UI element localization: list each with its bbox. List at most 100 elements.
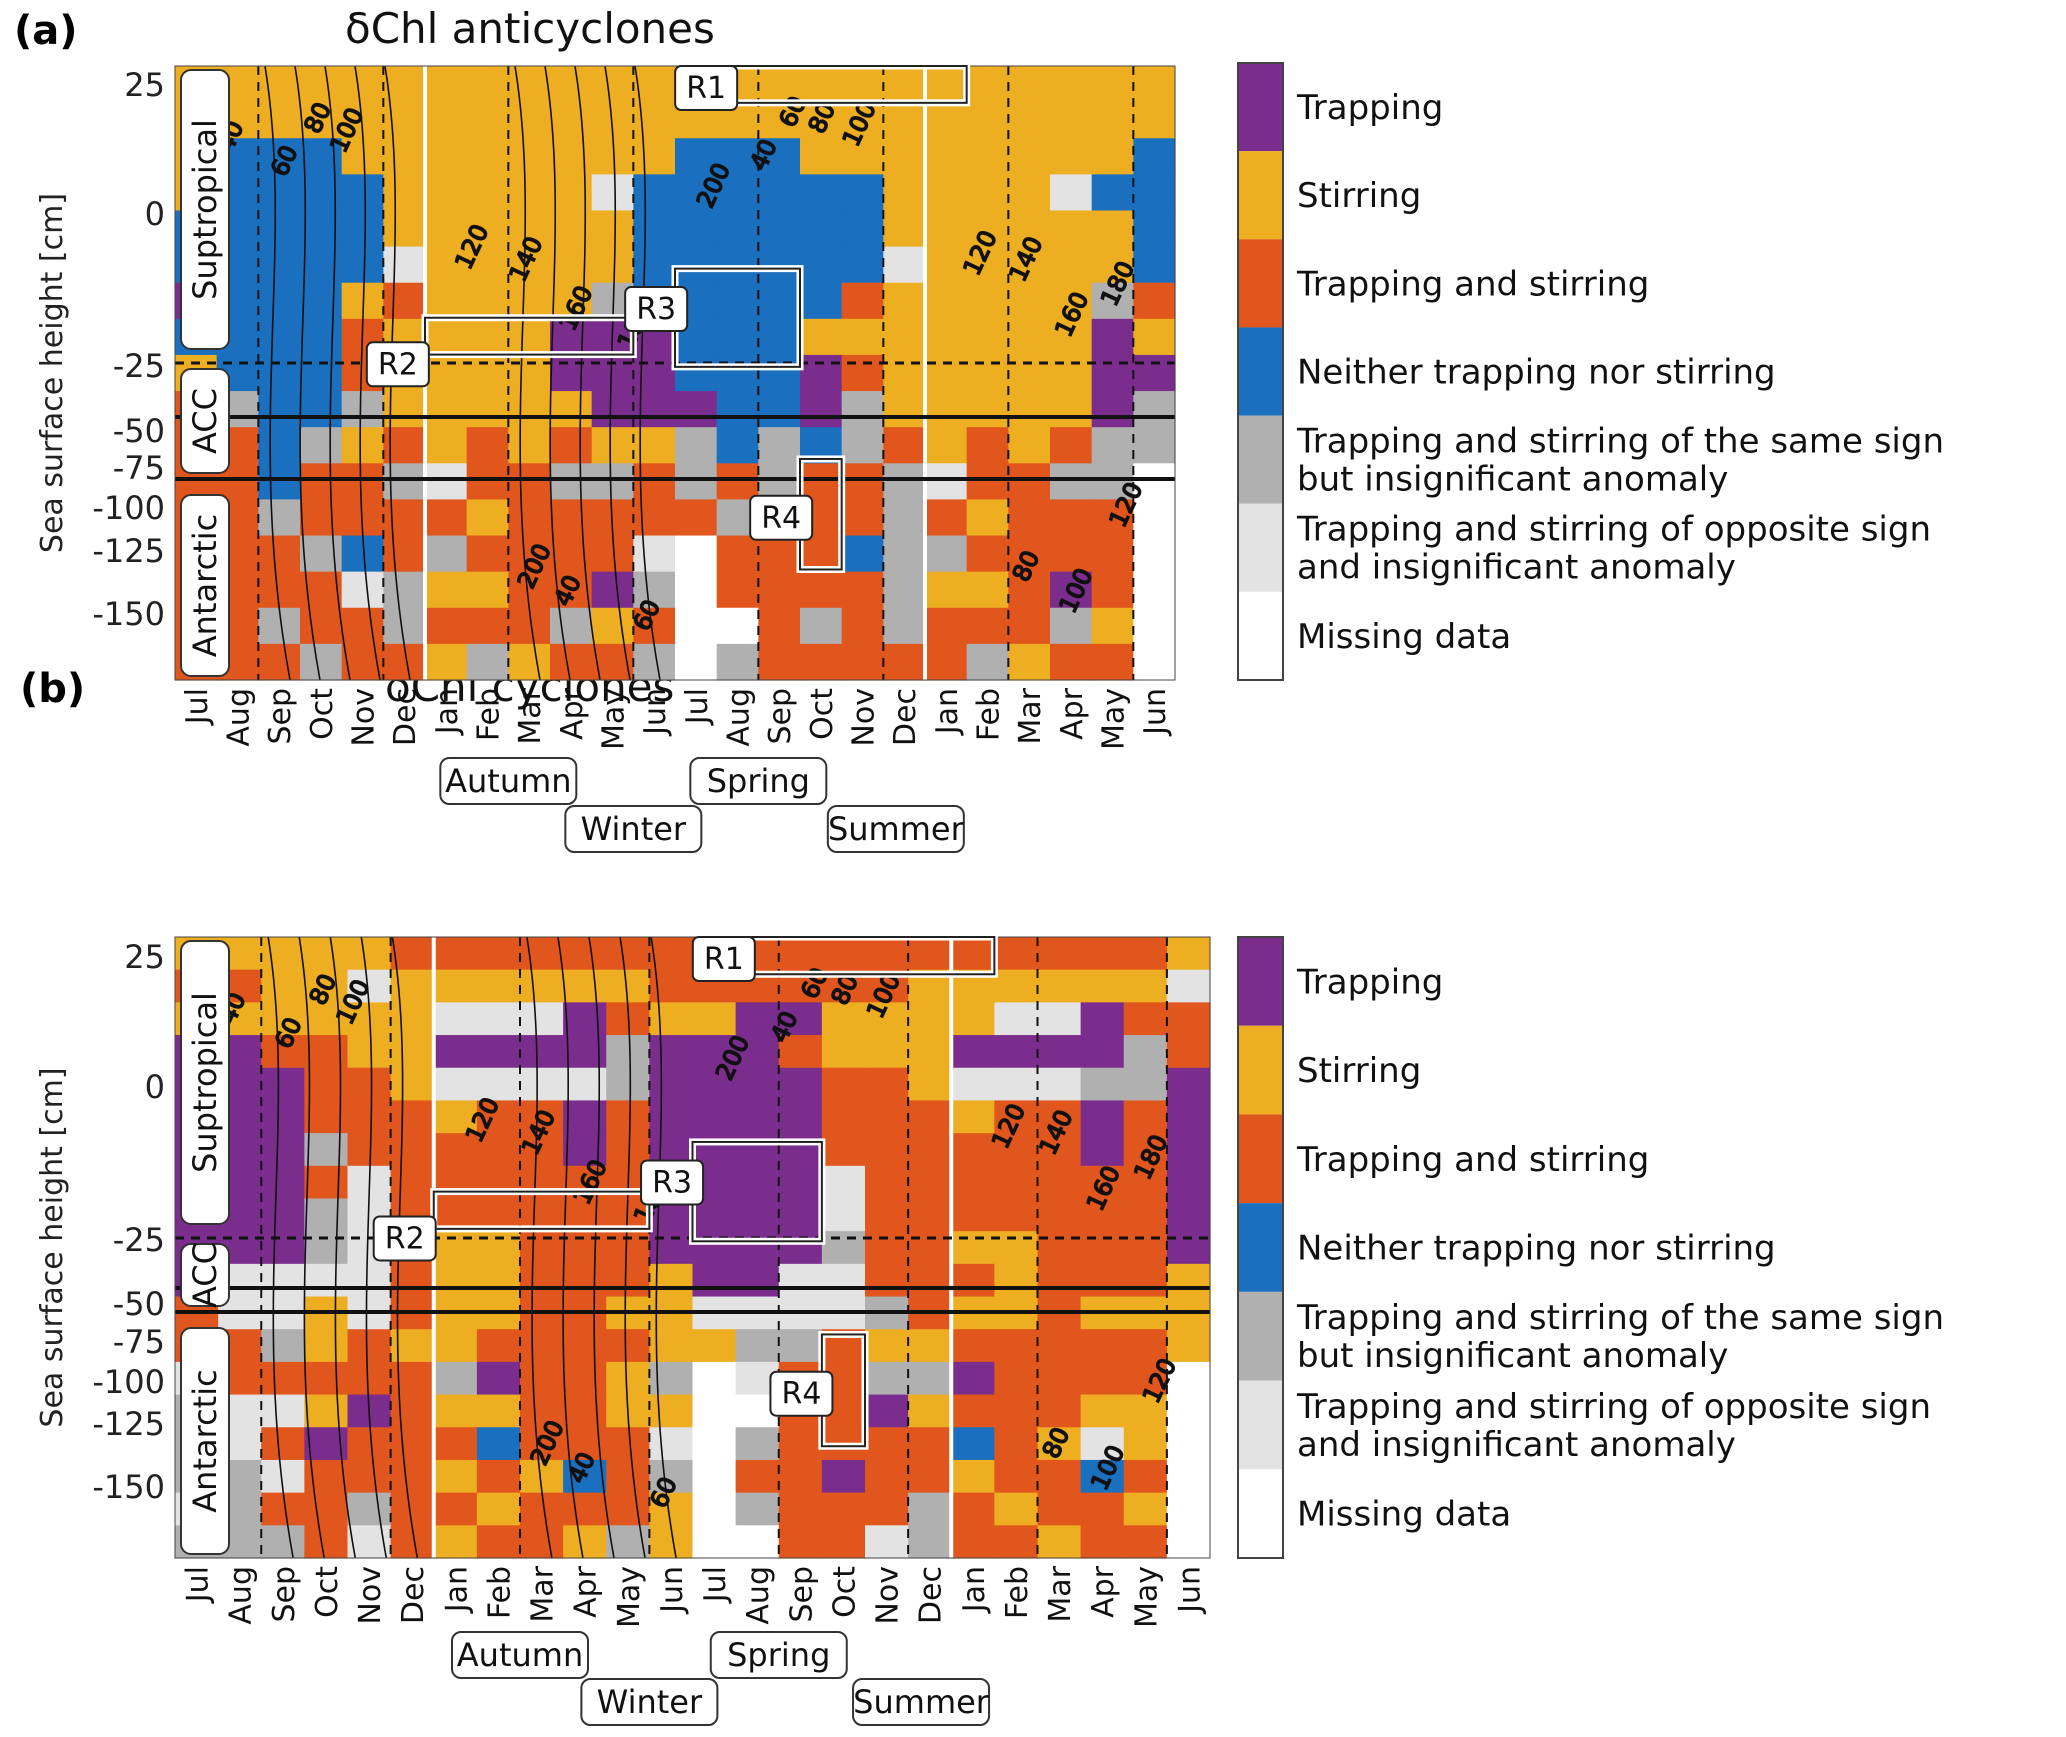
heatmap-cell bbox=[433, 1525, 478, 1559]
heatmap-cell bbox=[758, 66, 801, 103]
zone-label-suptropical: Suptropical bbox=[180, 940, 230, 1225]
heatmap-cell bbox=[1008, 102, 1051, 139]
heatmap-cell bbox=[304, 1165, 349, 1200]
zone-label-antarctic: Antarctic bbox=[180, 1327, 230, 1555]
heatmap-cell bbox=[821, 1198, 866, 1232]
heatmap-cell bbox=[1166, 937, 1211, 971]
heatmap-cell bbox=[778, 1002, 823, 1036]
heatmap-cell bbox=[925, 535, 968, 573]
month-tick-label: Aug bbox=[222, 688, 257, 747]
legend-item: Trapping and stirring of opposite signan… bbox=[1238, 503, 1931, 592]
heatmap-cell bbox=[716, 463, 759, 501]
season-label-spring: Spring bbox=[689, 757, 828, 805]
y-tick-label: -150 bbox=[92, 1468, 165, 1506]
heatmap-cell bbox=[716, 210, 759, 248]
heatmap-cell bbox=[341, 571, 384, 609]
y-tick-label: -100 bbox=[92, 489, 165, 527]
heatmap-cell bbox=[591, 174, 634, 212]
heatmap-cell bbox=[258, 391, 301, 428]
zone-label-text: ACC bbox=[186, 1242, 224, 1308]
heatmap-cell bbox=[1080, 1035, 1125, 1069]
zone-label-box bbox=[180, 1327, 230, 1555]
heatmap-cell bbox=[951, 1198, 995, 1232]
region-label: R2 bbox=[378, 347, 418, 382]
heatmap-cell bbox=[425, 463, 468, 501]
heatmap-cell bbox=[649, 937, 694, 971]
heatmap-cell bbox=[966, 138, 1009, 175]
heatmap-cell bbox=[1133, 571, 1176, 609]
heatmap-cell bbox=[883, 174, 926, 212]
region-box bbox=[432, 1190, 651, 1230]
heatmap-cell bbox=[1037, 1427, 1082, 1461]
heatmap-cell bbox=[1166, 1427, 1211, 1461]
heatmap-cell bbox=[1123, 1394, 1168, 1428]
season-label-box bbox=[709, 1631, 848, 1679]
region-r4: R4 bbox=[749, 455, 846, 573]
heatmap-cell bbox=[821, 1231, 866, 1265]
heatmap-cell bbox=[508, 643, 551, 681]
heatmap-cell bbox=[1080, 1329, 1125, 1363]
month-tick-label: Oct bbox=[310, 1566, 345, 1618]
panel-a-tag: (a) bbox=[14, 8, 78, 54]
heatmap-cell bbox=[994, 1100, 1039, 1134]
heatmap-cell bbox=[883, 246, 926, 284]
heatmap-cell bbox=[261, 1231, 305, 1265]
heatmap-cell bbox=[758, 391, 801, 428]
heatmap-cell bbox=[550, 607, 593, 645]
heatmap-cell bbox=[304, 1067, 349, 1102]
heatmap-cell bbox=[1080, 1002, 1125, 1036]
heatmap-cell bbox=[341, 66, 384, 103]
heatmap-cell bbox=[390, 1100, 435, 1134]
month-tick-label: May bbox=[1129, 1566, 1164, 1628]
legend-item: Trapping and stirring of the same signbu… bbox=[1238, 415, 1944, 504]
heatmap-cell bbox=[508, 463, 551, 501]
y-axis-label: Sea surface height [cm] bbox=[35, 1067, 70, 1427]
contour-curve bbox=[354, 65, 381, 681]
heatmap-cell bbox=[841, 174, 884, 212]
heatmap-cell bbox=[925, 427, 968, 464]
heatmap-cell bbox=[841, 354, 884, 392]
heatmap-cell bbox=[841, 643, 884, 681]
heatmap-cell bbox=[865, 1492, 909, 1526]
heatmap-cell bbox=[1050, 282, 1093, 320]
heatmap-cell bbox=[649, 1100, 694, 1134]
heatmap-cell bbox=[633, 246, 676, 284]
heatmap-cell bbox=[1080, 1459, 1125, 1494]
heatmap-cell bbox=[908, 1067, 952, 1102]
heatmap-cell bbox=[865, 1100, 909, 1134]
heatmap-cell bbox=[865, 937, 909, 971]
heatmap-cell bbox=[908, 1198, 952, 1232]
heatmap-cell bbox=[1050, 246, 1093, 284]
heatmap-cell bbox=[1008, 571, 1051, 609]
heatmap-cell bbox=[1037, 1492, 1082, 1526]
heatmap-cell bbox=[735, 1198, 780, 1232]
heatmap-cell bbox=[261, 1427, 305, 1461]
heatmap-cell bbox=[1050, 138, 1093, 175]
heatmap-cell bbox=[347, 1361, 392, 1396]
heatmap-cell bbox=[675, 427, 718, 464]
heatmap-cell bbox=[1008, 643, 1051, 681]
heatmap-cell bbox=[716, 138, 759, 175]
contour-curve bbox=[604, 65, 631, 681]
month-tick-label: Dec bbox=[396, 1566, 431, 1624]
heatmap-cell bbox=[649, 1459, 694, 1494]
heatmap-cell bbox=[1123, 1427, 1168, 1461]
heatmap-cell bbox=[778, 1133, 823, 1167]
heatmap-cell bbox=[1050, 607, 1093, 645]
heatmap-cell bbox=[1008, 138, 1051, 175]
heatmap-cell bbox=[304, 937, 349, 971]
heatmap-cell bbox=[649, 1067, 694, 1102]
heatmap-cell bbox=[735, 1427, 780, 1461]
heatmap-cell bbox=[1091, 607, 1134, 645]
y-tick-label: -50 bbox=[113, 412, 165, 450]
heatmap-cell bbox=[508, 282, 551, 320]
heatmap-cell bbox=[550, 463, 593, 501]
heatmap-cell bbox=[758, 138, 801, 175]
heatmap-cell bbox=[261, 1263, 305, 1298]
heatmap-cell bbox=[865, 1133, 909, 1167]
heatmap-cell bbox=[758, 643, 801, 681]
heatmap-cell bbox=[383, 246, 426, 284]
heatmap-cell bbox=[633, 607, 676, 645]
heatmap-cell bbox=[908, 1427, 952, 1461]
heatmap-cell bbox=[341, 427, 384, 464]
